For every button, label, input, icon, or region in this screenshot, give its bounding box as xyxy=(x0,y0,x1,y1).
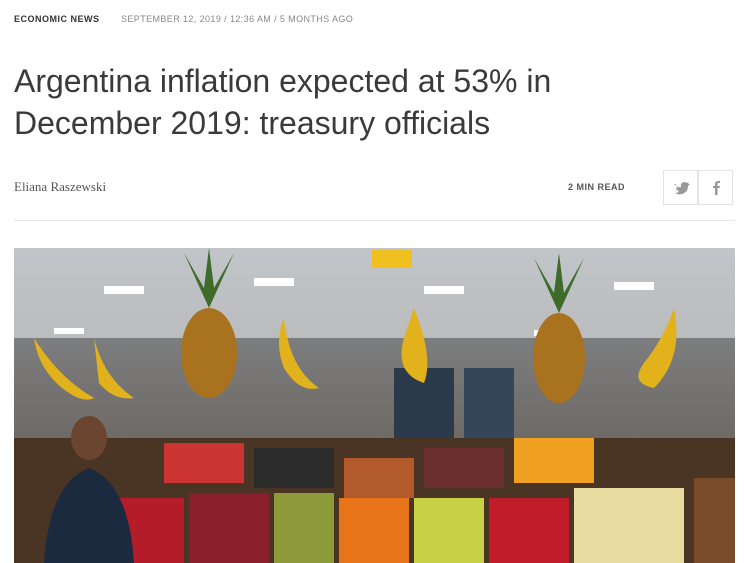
category-link[interactable]: ECONOMIC NEWS xyxy=(14,14,100,24)
headline: Argentina inflation expected at 53% in D… xyxy=(14,63,552,141)
dateline: SEPTEMBER 12, 2019 / 12:36 AM / 5 MONTHS… xyxy=(121,14,354,24)
twitter-icon xyxy=(674,182,690,195)
divider xyxy=(14,220,735,221)
author-link[interactable]: Eliana Raszewski xyxy=(14,179,107,194)
twitter-share-button[interactable] xyxy=(663,170,698,205)
read-time: 2 MIN READ xyxy=(568,182,626,192)
facebook-icon xyxy=(713,181,720,195)
facebook-share-button[interactable] xyxy=(698,170,733,205)
article-photo xyxy=(14,248,735,563)
